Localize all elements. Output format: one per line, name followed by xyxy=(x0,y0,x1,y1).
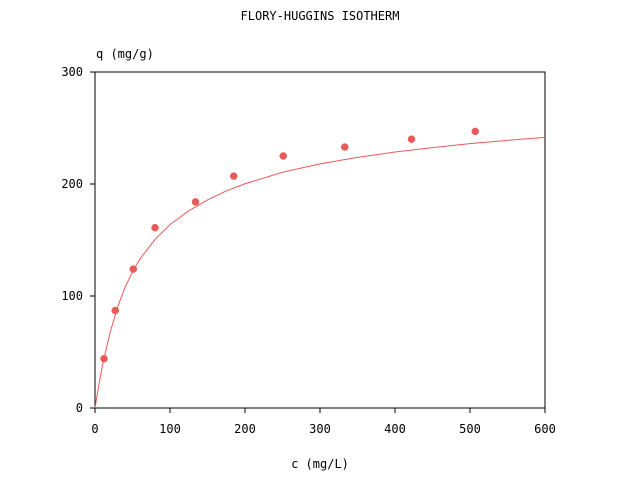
data-point xyxy=(111,306,119,315)
chart-title: FLORY-HUGGINS ISOTHERM xyxy=(241,9,400,23)
fit-curve xyxy=(94,136,546,409)
plot-layer: 0 100 200 300 400 500 600 0 100 200 300 xyxy=(61,65,556,436)
data-point xyxy=(407,135,416,143)
x-tick-label: 400 xyxy=(384,422,406,436)
data-point xyxy=(230,172,238,180)
data-point xyxy=(191,198,200,206)
x-axis-label: c (mg/L) xyxy=(291,457,349,471)
data-point xyxy=(100,354,108,363)
y-axis-label: q (mg/g) xyxy=(96,47,154,61)
data-point xyxy=(151,223,159,232)
y-tick-label: 100 xyxy=(61,289,83,303)
data-point xyxy=(341,143,349,151)
data-point xyxy=(129,265,137,273)
data-point xyxy=(279,152,287,160)
x-tick-label: 200 xyxy=(234,422,256,436)
x-tick-label: 500 xyxy=(459,422,481,436)
y-tick-label: 0 xyxy=(76,401,83,415)
y-tick-label: 300 xyxy=(61,65,83,79)
x-tick-label: 300 xyxy=(309,422,331,436)
y-tick-label: 200 xyxy=(61,177,83,191)
data-point xyxy=(471,127,479,136)
x-tick-label: 0 xyxy=(91,422,98,436)
x-tick-label: 100 xyxy=(159,422,181,436)
x-tick-label: 600 xyxy=(534,422,556,436)
